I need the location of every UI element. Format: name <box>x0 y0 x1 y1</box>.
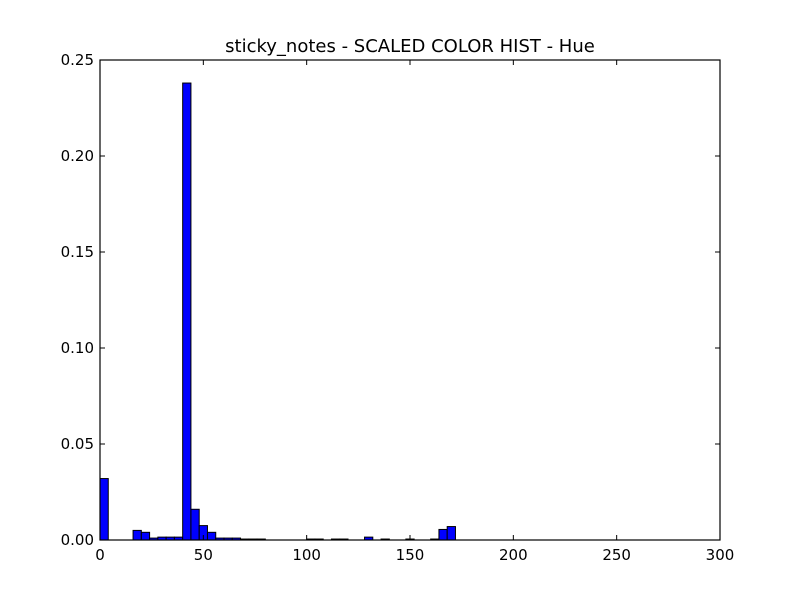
y-tick-label: 0.20 <box>61 147 94 165</box>
x-tick-label: 100 <box>292 546 321 564</box>
x-tick-label: 0 <box>95 546 105 564</box>
y-axis: 0.00 0.05 0.10 0.15 0.20 0.25 <box>61 51 720 549</box>
histogram-bar <box>438 528 448 541</box>
histogram-bar <box>99 478 109 541</box>
x-tick-label: 200 <box>499 546 528 564</box>
y-tick-label: 0.10 <box>61 339 94 357</box>
y-tick-label: 0.15 <box>61 243 94 261</box>
chart-title: sticky_notes - SCALED COLOR HIST - Hue <box>225 36 595 57</box>
histogram-bar <box>446 526 456 541</box>
y-tick-label: 0.25 <box>61 51 94 69</box>
x-tick-label: 150 <box>396 546 425 564</box>
histogram-bar <box>132 529 142 541</box>
histogram-bar <box>140 531 151 541</box>
y-tick-label: 0.00 <box>61 531 94 549</box>
x-tick-label: 50 <box>194 546 213 564</box>
histogram-bar <box>190 508 200 541</box>
y-tick-label: 0.05 <box>61 435 94 453</box>
x-tick-label: 300 <box>706 546 735 564</box>
x-tick-label: 250 <box>602 546 631 564</box>
x-axis: 0 50 100 150 200 250 300 <box>95 60 734 564</box>
histogram-bar <box>206 531 217 541</box>
histogram-bar <box>182 82 192 541</box>
